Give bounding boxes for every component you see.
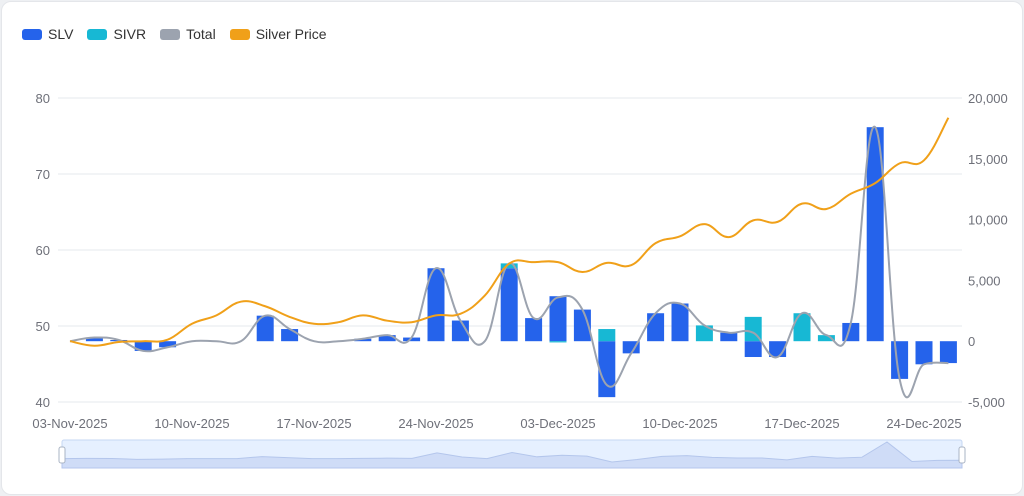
bar-slv [159, 341, 177, 348]
legend-item-total[interactable]: Total [160, 26, 216, 42]
legend-swatch [160, 28, 181, 40]
y-left-tick-label: 50 [36, 319, 50, 334]
bar-slv [915, 341, 933, 365]
data-zoom-handle[interactable] [58, 446, 66, 464]
y-left-tick-label: 80 [36, 91, 50, 106]
legend: SLV SIVR Total Silver Price [22, 26, 327, 42]
legend-label: Silver Price [255, 26, 327, 42]
bar-slv [939, 341, 957, 364]
y-left-tick-label: 70 [36, 167, 50, 182]
bar-slv [622, 341, 640, 354]
y-right-tick-label: 0 [968, 334, 975, 349]
bar-slv [256, 315, 274, 342]
legend-label: SLV [48, 26, 74, 42]
bar-sivr [695, 325, 713, 342]
x-tick-label: 10-Nov-2025 [154, 416, 229, 431]
y-left-tick-label: 40 [36, 395, 50, 410]
bar-slv [671, 303, 689, 342]
x-tick-label: 03-Dec-2025 [520, 416, 595, 431]
y-left-tick-label: 60 [36, 243, 50, 258]
line-silver-price [69, 117, 950, 347]
legend-swatch [87, 28, 108, 40]
data-zoom-slider[interactable] [58, 439, 966, 469]
bar-slv [647, 313, 665, 342]
x-tick-label: 03-Nov-2025 [32, 416, 107, 431]
legend-label: Total [186, 26, 216, 42]
bar-sivr [817, 335, 835, 342]
bar-slv [378, 335, 396, 342]
bar-sivr [500, 263, 518, 269]
bar-slv [403, 337, 421, 342]
y-right-tick-label: 5,000 [968, 273, 1001, 288]
bar-slv [85, 337, 103, 342]
x-tick-label: 24-Nov-2025 [398, 416, 473, 431]
bar-slv [427, 268, 445, 342]
legend-item-slv[interactable]: SLV [22, 26, 73, 42]
y-right-tick-label: 20,000 [968, 91, 1008, 106]
x-tick-label: 10-Dec-2025 [642, 416, 717, 431]
bar-slv [744, 341, 762, 358]
x-tick-label: 17-Dec-2025 [764, 416, 839, 431]
data-zoom-preview [61, 441, 963, 469]
legend-swatch [229, 28, 250, 40]
bar-slv [134, 341, 152, 351]
y-right-tick-label: 15,000 [968, 152, 1008, 167]
bar-slv [525, 318, 543, 342]
legend-item-silver-price[interactable]: Silver Price [229, 26, 327, 42]
bar-slv [598, 341, 616, 398]
x-tick-label: 17-Nov-2025 [276, 416, 351, 431]
bar-sivr [598, 329, 616, 342]
bar-sivr [549, 341, 567, 343]
data-zoom-handle[interactable] [958, 446, 966, 464]
bar-slv [549, 296, 567, 342]
y-right-tick-label: 10,000 [968, 213, 1008, 228]
bar-slv [281, 329, 299, 342]
legend-label: SIVR [113, 26, 147, 42]
bar-slv [500, 268, 518, 342]
bar-slv [354, 338, 372, 342]
line-total [69, 126, 949, 399]
x-tick-label: 24-Dec-2025 [886, 416, 961, 431]
y-right-tick-label: -5,000 [968, 395, 1005, 410]
bar-sivr [793, 313, 811, 342]
legend-swatch [22, 28, 42, 40]
legend-item-sivr[interactable]: SIVR [87, 26, 146, 42]
bar-slv [720, 332, 738, 342]
